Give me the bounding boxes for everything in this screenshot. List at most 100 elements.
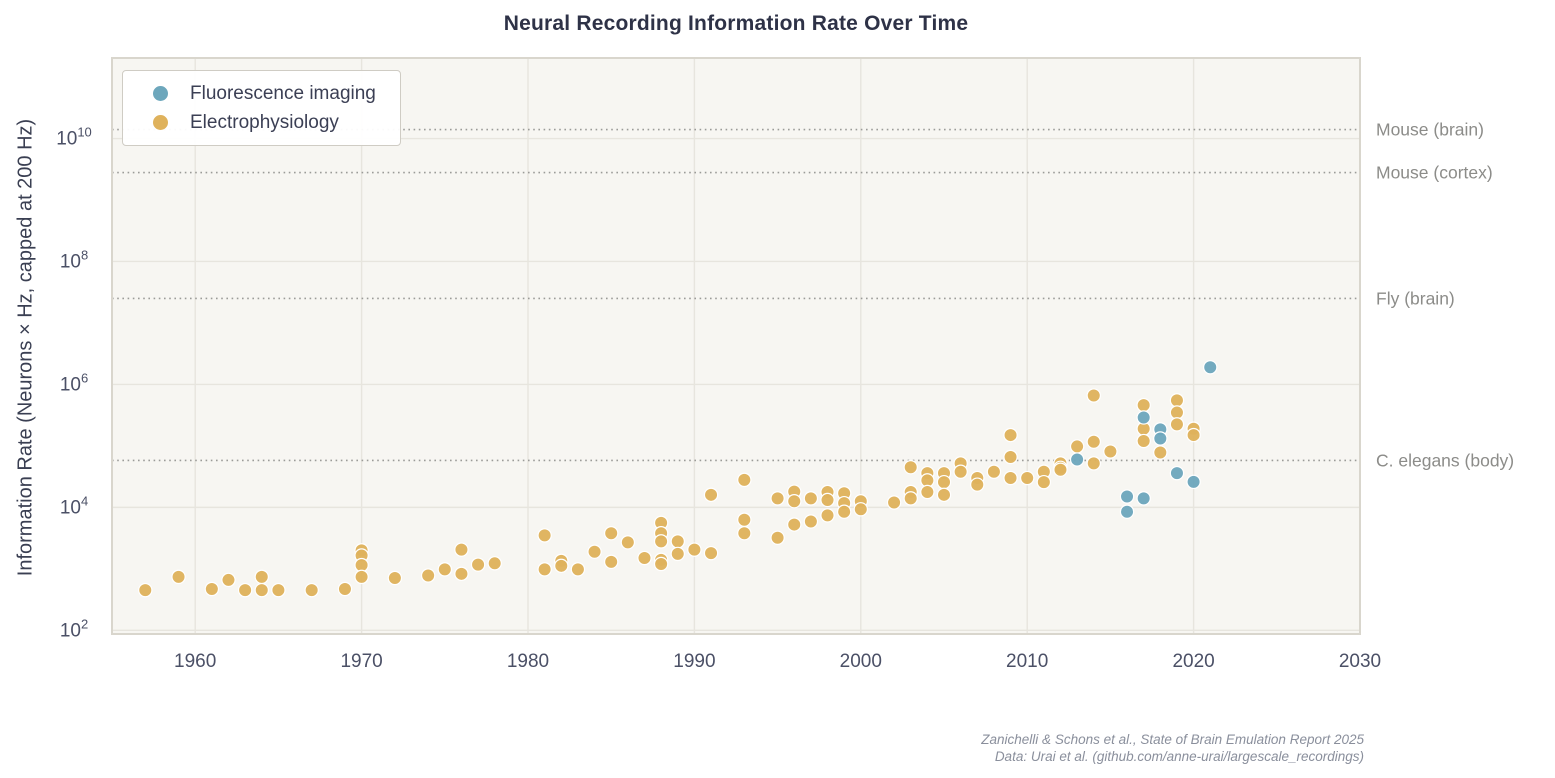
- data-point-fluorescence: [1136, 491, 1151, 506]
- legend: Fluorescence imaging Electrophysiology: [122, 70, 401, 146]
- chart-title: Neural Recording Information Rate Over T…: [503, 12, 969, 35]
- data-point-electrophysiology: [204, 581, 220, 597]
- reference-label: C. elegans (body): [1376, 450, 1514, 470]
- data-point-fluorescence: [1186, 474, 1201, 490]
- data-point-fluorescence: [1153, 431, 1168, 446]
- data-point-electrophysiology: [620, 535, 636, 550]
- data-point-electrophysiology: [687, 542, 702, 557]
- data-point-electrophysiology: [703, 545, 719, 561]
- attribution-line: Zanichelli & Schons et al., State of Bra…: [981, 732, 1364, 747]
- data-point-electrophysiology: [138, 582, 153, 598]
- data-point-electrophysiology: [304, 582, 319, 598]
- data-point-fluorescence: [1119, 504, 1135, 519]
- data-point-electrophysiology: [554, 558, 569, 574]
- electrophysiology-marker-icon: [153, 115, 168, 130]
- data-point-electrophysiology: [587, 544, 602, 559]
- data-point-electrophysiology: [221, 572, 236, 588]
- data-point-electrophysiology: [770, 491, 785, 506]
- data-point-electrophysiology: [737, 472, 752, 488]
- fluorescence-marker-icon: [153, 86, 168, 101]
- legend-item-fluorescence: Fluorescence imaging: [139, 79, 376, 108]
- data-point-electrophysiology: [1136, 397, 1151, 413]
- data-point-electrophysiology: [354, 569, 369, 585]
- x-tick-label: 2020: [1172, 651, 1214, 672]
- data-point-fluorescence: [1169, 465, 1185, 481]
- data-point-electrophysiology: [454, 542, 469, 557]
- data-point-electrophysiology: [337, 581, 353, 597]
- data-point-fluorescence: [1136, 410, 1151, 425]
- data-point-electrophysiology: [903, 491, 918, 506]
- data-point-electrophysiology: [653, 556, 669, 572]
- plot-border: [111, 57, 1361, 635]
- data-point-electrophysiology: [171, 569, 186, 585]
- data-point-electrophysiology: [1086, 456, 1101, 471]
- reference-label: Mouse (brain): [1376, 120, 1484, 140]
- data-point-electrophysiology: [271, 582, 286, 598]
- data-point-electrophysiology: [1003, 427, 1018, 443]
- data-point-electrophysiology: [1169, 405, 1185, 420]
- data-point-electrophysiology: [387, 570, 403, 586]
- data-point-electrophysiology: [836, 504, 852, 519]
- data-point-electrophysiology: [487, 556, 502, 571]
- data-point-electrophysiology: [1003, 470, 1018, 486]
- legend-label: Fluorescence imaging: [190, 82, 376, 104]
- data-point-electrophysiology: [737, 512, 752, 527]
- data-point-electrophysiology: [537, 528, 552, 543]
- data-point-electrophysiology: [637, 550, 652, 566]
- data-point-electrophysiology: [1103, 444, 1118, 459]
- data-point-electrophysiology: [787, 517, 802, 532]
- data-point-electrophysiology: [670, 534, 685, 549]
- data-point-electrophysiology: [1169, 393, 1185, 408]
- data-point-electrophysiology: [903, 460, 918, 475]
- data-point-electrophysiology: [770, 530, 785, 545]
- reference-label: Fly (brain): [1376, 288, 1455, 308]
- data-point-fluorescence: [1069, 452, 1085, 467]
- data-point-electrophysiology: [604, 554, 619, 570]
- data-point-electrophysiology: [986, 464, 1002, 479]
- data-point-electrophysiology: [1003, 449, 1018, 465]
- x-tick-label: 2030: [1339, 651, 1381, 672]
- data-point-electrophysiology: [703, 487, 719, 503]
- data-point-electrophysiology: [420, 568, 436, 583]
- data-point-fluorescence: [1119, 489, 1135, 504]
- data-point-electrophysiology: [437, 562, 452, 577]
- data-point-electrophysiology: [920, 484, 935, 500]
- y-tick-label: 108: [60, 247, 88, 272]
- data-point-electrophysiology: [737, 525, 752, 541]
- data-point-electrophysiology: [254, 569, 269, 585]
- x-tick-label: 1990: [673, 651, 715, 672]
- y-tick-label: 102: [60, 616, 88, 641]
- data-point-electrophysiology: [803, 491, 819, 506]
- y-tick-label: 104: [60, 493, 88, 518]
- data-point-electrophysiology: [604, 525, 619, 541]
- data-point-electrophysiology: [820, 508, 835, 523]
- data-point-electrophysiology: [886, 495, 902, 510]
- data-point-electrophysiology: [1086, 434, 1101, 449]
- x-tick-label: 2010: [1006, 651, 1048, 672]
- data-point-electrophysiology: [454, 566, 469, 582]
- reference-label: Mouse (cortex): [1376, 163, 1493, 183]
- data-point-electrophysiology: [570, 562, 586, 577]
- data-point-electrophysiology: [237, 582, 253, 598]
- legend-item-electrophysiology: Electrophysiology: [139, 108, 376, 137]
- plot-area: [112, 58, 1360, 634]
- data-point-electrophysiology: [1086, 388, 1101, 403]
- data-point-electrophysiology: [953, 464, 968, 479]
- data-point-electrophysiology: [1053, 462, 1068, 477]
- data-point-electrophysiology: [853, 502, 869, 517]
- data-point-electrophysiology: [670, 546, 685, 562]
- x-tick-label: 1970: [340, 651, 382, 672]
- data-point-electrophysiology: [1136, 433, 1151, 449]
- data-point-electrophysiology: [1186, 427, 1201, 443]
- data-point-electrophysiology: [787, 493, 802, 509]
- data-point-electrophysiology: [820, 492, 835, 508]
- x-tick-label: 1980: [507, 651, 549, 672]
- legend-label: Electrophysiology: [190, 111, 339, 133]
- data-source-line: Data: Urai et al. (github.com/anne-urai/…: [994, 749, 1364, 764]
- data-point-electrophysiology: [803, 514, 819, 529]
- x-tick-label: 2000: [840, 651, 882, 672]
- data-point-electrophysiology: [1019, 470, 1035, 486]
- data-point-electrophysiology: [470, 557, 486, 572]
